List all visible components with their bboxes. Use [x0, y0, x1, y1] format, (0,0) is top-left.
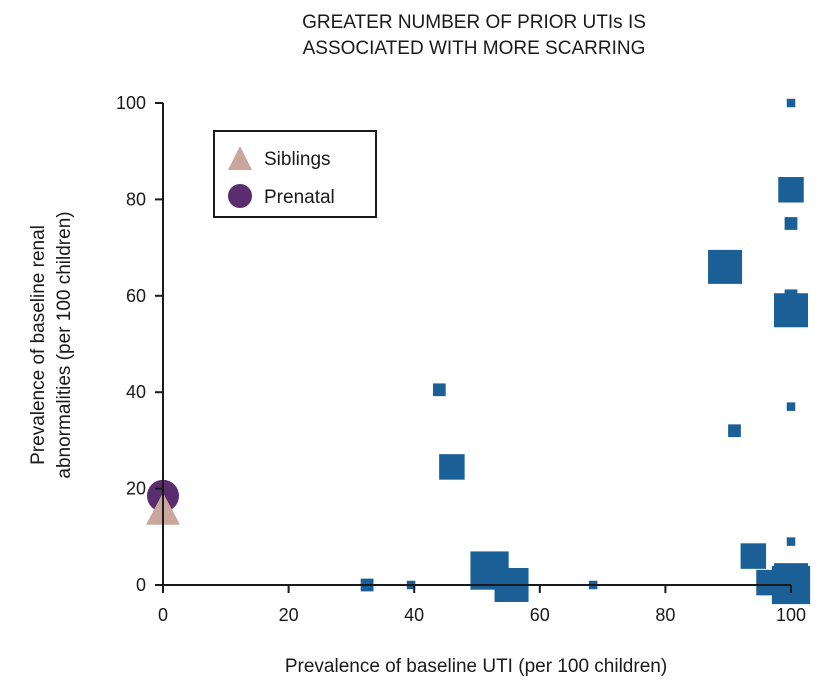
legend-siblings-triangle-icon — [228, 146, 252, 170]
x-axis: 0 20 40 60 80 100 Prevalence of baseline UTI … — [158, 584, 806, 677]
study-square-point — [786, 402, 796, 411]
title-line-2: ASSOCIATED WITH MORE SCARRING — [303, 38, 646, 59]
x-tick-label: 60 — [530, 605, 550, 625]
y-tick-label: 40 — [126, 382, 146, 402]
legend-prenatal-circle-icon — [228, 184, 252, 208]
legend: Siblings Prenatal — [213, 130, 377, 218]
y-axis-label-line-1: Prevalence of baseline renal — [28, 225, 49, 465]
y-axis: 0 20 40 60 80 100 Prevalence of baseline rena… — [28, 93, 164, 595]
x-tick-label: 100 — [776, 605, 806, 625]
x-tick-label: 40 — [404, 605, 424, 625]
x-tick-label: 20 — [279, 605, 299, 625]
legend-label-siblings: Siblings — [264, 149, 331, 170]
study-square-point — [708, 249, 743, 284]
study-square-point — [432, 383, 446, 397]
study-square-point — [784, 217, 798, 230]
x-axis-label: Prevalence of baseline UTI (per 100 chil… — [285, 656, 667, 677]
y-ticks: 0 20 40 60 80 100 — [116, 93, 163, 595]
study-square-point — [439, 454, 465, 480]
study-square-point — [786, 537, 796, 546]
study-square-point — [774, 293, 808, 328]
y-tick-label: 20 — [126, 479, 146, 499]
study-square-point — [740, 543, 767, 569]
y-tick-label: 60 — [126, 286, 146, 306]
x-ticks: 0 20 40 60 80 100 — [158, 585, 806, 625]
y-tick-label: 0 — [136, 575, 146, 595]
x-tick-label: 80 — [655, 605, 675, 625]
y-tick-label: 80 — [126, 189, 146, 209]
study-square-point — [786, 98, 796, 108]
study-square-point — [728, 424, 741, 438]
y-tick-label: 100 — [116, 93, 146, 113]
chart-title: GREATER NUMBER OF PRIOR UTIs IS ASSOCIAT… — [302, 12, 646, 59]
study-square-point — [778, 177, 804, 203]
legend-label-prenatal: Prenatal — [264, 187, 335, 208]
y-axis-label-line-2: abnormalities (per 100 children) — [54, 211, 75, 478]
title-line-1: GREATER NUMBER OF PRIOR UTIs IS — [302, 12, 646, 33]
x-tick-label: 0 — [158, 605, 168, 625]
plot-area — [146, 98, 811, 605]
